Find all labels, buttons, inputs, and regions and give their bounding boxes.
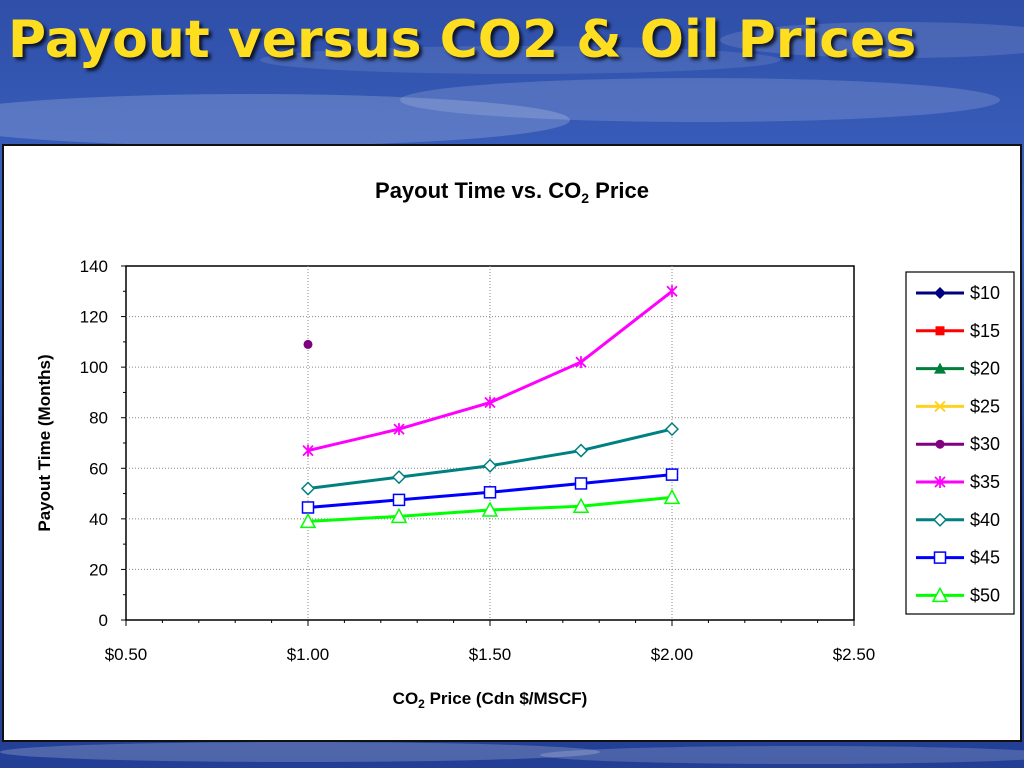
data-point xyxy=(935,326,945,336)
data-point xyxy=(299,512,317,529)
legend-label: $45 xyxy=(970,548,1000,568)
legend-item: $10 xyxy=(916,283,1000,303)
legend-item: $30 xyxy=(916,434,1000,454)
y-tick-label: 60 xyxy=(89,459,108,478)
data-point xyxy=(483,486,497,499)
chart-panel: Payout Time vs. CO2 Price 0 20 40 60 80 100 12… xyxy=(2,144,1022,742)
legend-item: $35 xyxy=(916,472,1000,492)
x-tick-label: $2.00 xyxy=(651,645,694,664)
y-tick-label: 100 xyxy=(80,358,108,377)
data-point xyxy=(665,468,679,481)
x-tick-label: $2.50 xyxy=(833,645,876,664)
legend-item: $15 xyxy=(916,321,1000,341)
chart-title-tail: Price xyxy=(589,178,649,203)
data-point xyxy=(301,501,315,514)
x-axis-label-sub: 2 xyxy=(418,697,425,711)
y-tick-label: 140 xyxy=(80,257,108,276)
y-axis-label: Payout Time (Months) xyxy=(35,354,54,531)
data-point xyxy=(392,493,406,507)
series-usd-45 xyxy=(301,468,679,514)
x-tick-label: $1.50 xyxy=(469,645,512,664)
data-point xyxy=(482,458,498,473)
legend-label: $20 xyxy=(970,359,1000,379)
series-usd-35 xyxy=(302,285,678,457)
legend-item: $25 xyxy=(916,396,1000,416)
grid-lines xyxy=(126,266,854,620)
chart: Payout Time vs. CO2 Price 02040608010012… xyxy=(35,178,1015,711)
data-point xyxy=(666,285,678,298)
chart-title-main: Payout Time vs. CO xyxy=(375,178,581,203)
data-point xyxy=(934,362,946,374)
x-tick-label: $0.50 xyxy=(105,645,148,664)
series-usd-30 xyxy=(303,339,313,349)
series-layer xyxy=(299,285,681,529)
data-point xyxy=(932,512,948,527)
chart-title-sub: 2 xyxy=(581,190,589,206)
data-point xyxy=(933,551,947,564)
legend-label: $15 xyxy=(970,321,1000,341)
data-point xyxy=(934,287,946,299)
series-usd-40 xyxy=(300,422,680,496)
x-axis-label-main: CO xyxy=(393,689,419,708)
data-point xyxy=(574,477,588,490)
data-point xyxy=(302,444,314,457)
legend-label: $35 xyxy=(970,472,1000,492)
axes: 0 20 40 60 80 100 120 140 $0.50 $1.00 $1.50 $2.00 $2… xyxy=(80,257,876,664)
data-point xyxy=(935,439,945,449)
legend-item: $50 xyxy=(916,585,1000,605)
legend-label: $50 xyxy=(970,585,1000,605)
legend-item: $20 xyxy=(916,359,1000,379)
data-point xyxy=(300,481,316,496)
data-point xyxy=(481,501,499,517)
data-point xyxy=(663,488,681,505)
data-point xyxy=(393,423,405,436)
legend-item: $40 xyxy=(916,510,1000,530)
legend: $10 $15 $20 $25 $30 $35 $40 $45 $50 xyxy=(916,283,1000,605)
y-tick-label: 80 xyxy=(89,409,108,428)
data-point xyxy=(573,443,589,458)
data-point xyxy=(664,422,680,437)
y-tick-label: 120 xyxy=(80,308,108,327)
legend-label: $10 xyxy=(970,283,1000,303)
data-point xyxy=(575,356,587,369)
y-tick-label: 20 xyxy=(89,560,108,579)
data-point xyxy=(934,476,946,488)
data-point xyxy=(391,470,407,485)
data-point xyxy=(303,339,313,349)
legend-label: $30 xyxy=(970,434,1000,454)
data-point xyxy=(484,396,496,409)
legend-label: $40 xyxy=(970,510,1000,530)
data-point xyxy=(390,507,408,524)
y-tick-label: 0 xyxy=(99,611,108,630)
chart-title: Payout Time vs. CO2 Price xyxy=(375,178,649,206)
series-usd-50 xyxy=(299,488,681,529)
x-axis-label-tail: Price (Cdn $/MSCF) xyxy=(425,689,587,708)
x-tick-label: $1.00 xyxy=(287,645,330,664)
data-point xyxy=(572,497,590,513)
data-point xyxy=(934,400,946,413)
x-axis-label: CO2 Price (Cdn $/MSCF) xyxy=(393,689,588,711)
y-tick-label: 40 xyxy=(89,510,108,529)
legend-item: $45 xyxy=(916,548,1000,568)
slide-title: Payout versus CO2 & Oil Prices xyxy=(8,10,917,70)
legend-label: $25 xyxy=(970,396,1000,416)
data-point xyxy=(931,586,949,603)
